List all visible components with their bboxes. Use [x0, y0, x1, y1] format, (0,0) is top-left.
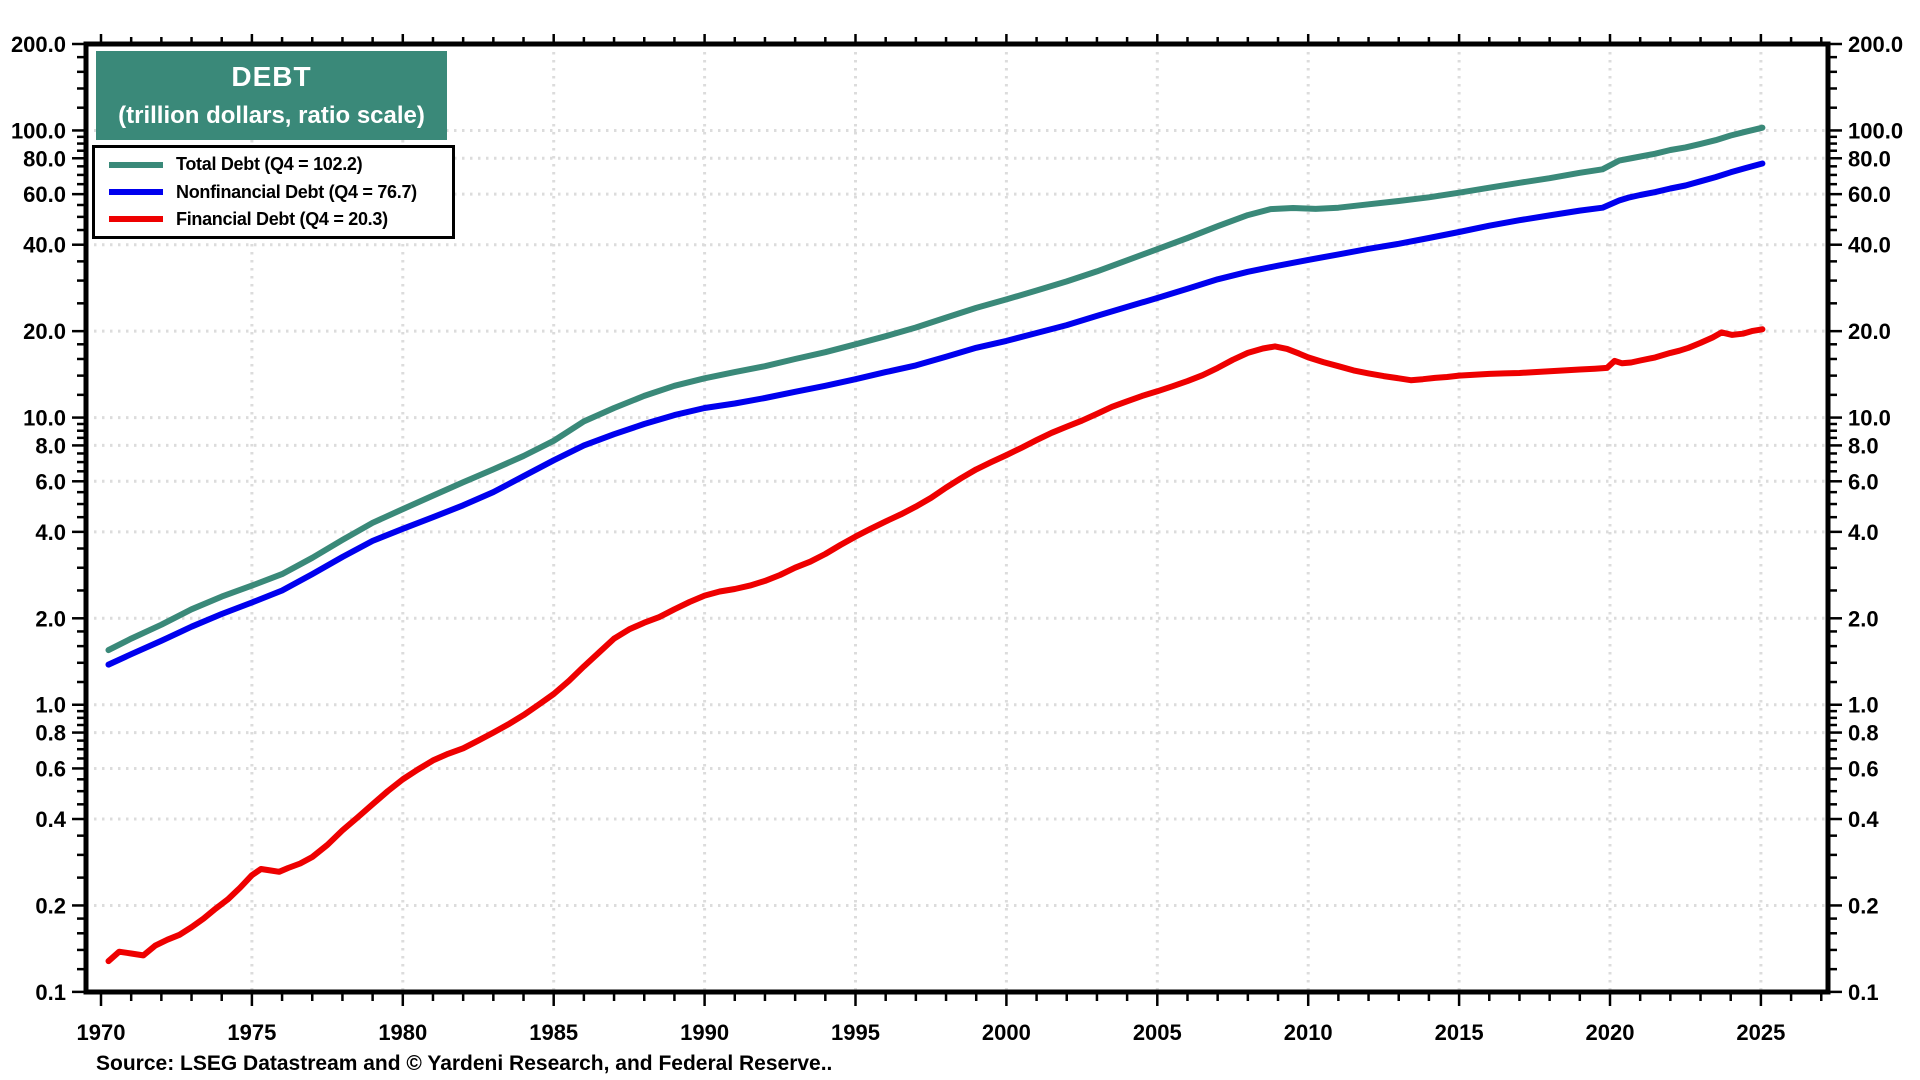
x-axis-label: 2005: [1133, 1020, 1182, 1045]
legend-label: Financial Debt (Q4 = 20.3): [176, 208, 388, 229]
gridlines: [86, 44, 1828, 992]
y-axis-label-right: 0.1: [1848, 980, 1879, 1005]
y-axis-label-right: 0.6: [1848, 756, 1879, 781]
series-line-financial-debt: [105, 326, 1766, 965]
axis-ticks: [72, 34, 1842, 1006]
y-axis-label-right: 0.2: [1848, 893, 1879, 918]
y-axis-label-right: 20.0: [1848, 319, 1891, 344]
y-axis-label-right: 2.0: [1848, 606, 1879, 631]
y-axis-label-left: 2.0: [35, 606, 66, 631]
y-axis-label-left: 0.8: [35, 721, 66, 746]
x-axis-label: 1970: [77, 1020, 126, 1045]
y-axis-label-right: 80.0: [1848, 146, 1891, 171]
plot-frame: [83, 41, 1831, 995]
x-axis-label: 1980: [378, 1020, 427, 1045]
y-axis-label-left: 80.0: [23, 146, 66, 171]
source-attribution: Source: LSEG Datastream and © Yardeni Re…: [96, 1052, 833, 1075]
y-axis-label-right: 0.8: [1848, 721, 1879, 746]
y-axis-label-left: 20.0: [23, 319, 66, 344]
series-line-total-debt: [105, 124, 1766, 654]
y-axis-label-right: 0.4: [1848, 807, 1879, 832]
x-axis-label: 2010: [1284, 1020, 1333, 1045]
x-axis-label: 2000: [982, 1020, 1031, 1045]
y-axis-label-right: 10.0: [1848, 406, 1891, 431]
y-axis-label-left: 60.0: [23, 182, 66, 207]
y-axis-label-right: 100.0: [1848, 118, 1903, 143]
series-lines: [105, 124, 1766, 965]
chart-title: DEBT: [231, 60, 312, 92]
x-axis-label: 2020: [1586, 1020, 1635, 1045]
y-axis-label-left: 200.0: [11, 32, 66, 57]
financial-debt-swatch: [109, 216, 163, 223]
y-axis-label-left: 10.0: [23, 406, 66, 431]
axis-labels: 200.0 200.0 100.0 100.0 80.0 80.0 60.0 60.0 40.0…: [11, 32, 1903, 1045]
x-axis-label: 1975: [227, 1020, 276, 1045]
legend-label: Nonfinancial Debt (Q4 = 76.7): [176, 181, 417, 202]
y-axis-label-right: 60.0: [1848, 182, 1891, 207]
y-axis-label-left: 0.2: [35, 893, 66, 918]
y-axis-label-left: 40.0: [23, 233, 66, 258]
series-line-nonfinancial-debt: [105, 160, 1766, 668]
y-axis-label-right: 4.0: [1848, 520, 1879, 545]
legend-item-total-debt: Total Debt (Q4 = 102.2): [109, 154, 452, 175]
chart-title-box: DEBT (trillion dollars, ratio scale): [96, 51, 447, 140]
y-axis-label-right: 8.0: [1848, 433, 1879, 458]
y-axis-label-right: 40.0: [1848, 233, 1891, 258]
y-axis-label-left: 100.0: [11, 118, 66, 143]
y-axis-label-right: 6.0: [1848, 469, 1879, 494]
x-axis-label: 2025: [1736, 1020, 1785, 1045]
y-axis-label-left: 1.0: [35, 693, 66, 718]
y-axis-label-right: 1.0: [1848, 693, 1879, 718]
y-axis-label-left: 0.6: [35, 756, 66, 781]
y-axis-label-right: 200.0: [1848, 32, 1903, 57]
x-axis-label: 1995: [831, 1020, 880, 1045]
chart-legend: Total Debt (Q4 = 102.2) Nonfinancial Deb…: [92, 145, 455, 239]
y-axis-label-left: 4.0: [35, 520, 66, 545]
x-axis-label: 2015: [1435, 1020, 1484, 1045]
x-axis-label: 1985: [529, 1020, 578, 1045]
legend-label: Total Debt (Q4 = 102.2): [176, 154, 363, 175]
y-axis-label-left: 8.0: [35, 433, 66, 458]
chart-subtitle: (trillion dollars, ratio scale): [118, 102, 425, 130]
y-axis-label-left: 0.1: [35, 980, 66, 1005]
total-debt-swatch: [109, 161, 163, 168]
y-axis-label-left: 0.4: [35, 807, 66, 832]
legend-item-financial-debt: Financial Debt (Q4 = 20.3): [109, 209, 452, 230]
legend-item-nonfinancial-debt: Nonfinancial Debt (Q4 = 76.7): [109, 182, 452, 203]
x-axis-label: 1990: [680, 1020, 729, 1045]
y-axis-label-left: 6.0: [35, 469, 66, 494]
nonfinancial-debt-swatch: [109, 189, 163, 195]
